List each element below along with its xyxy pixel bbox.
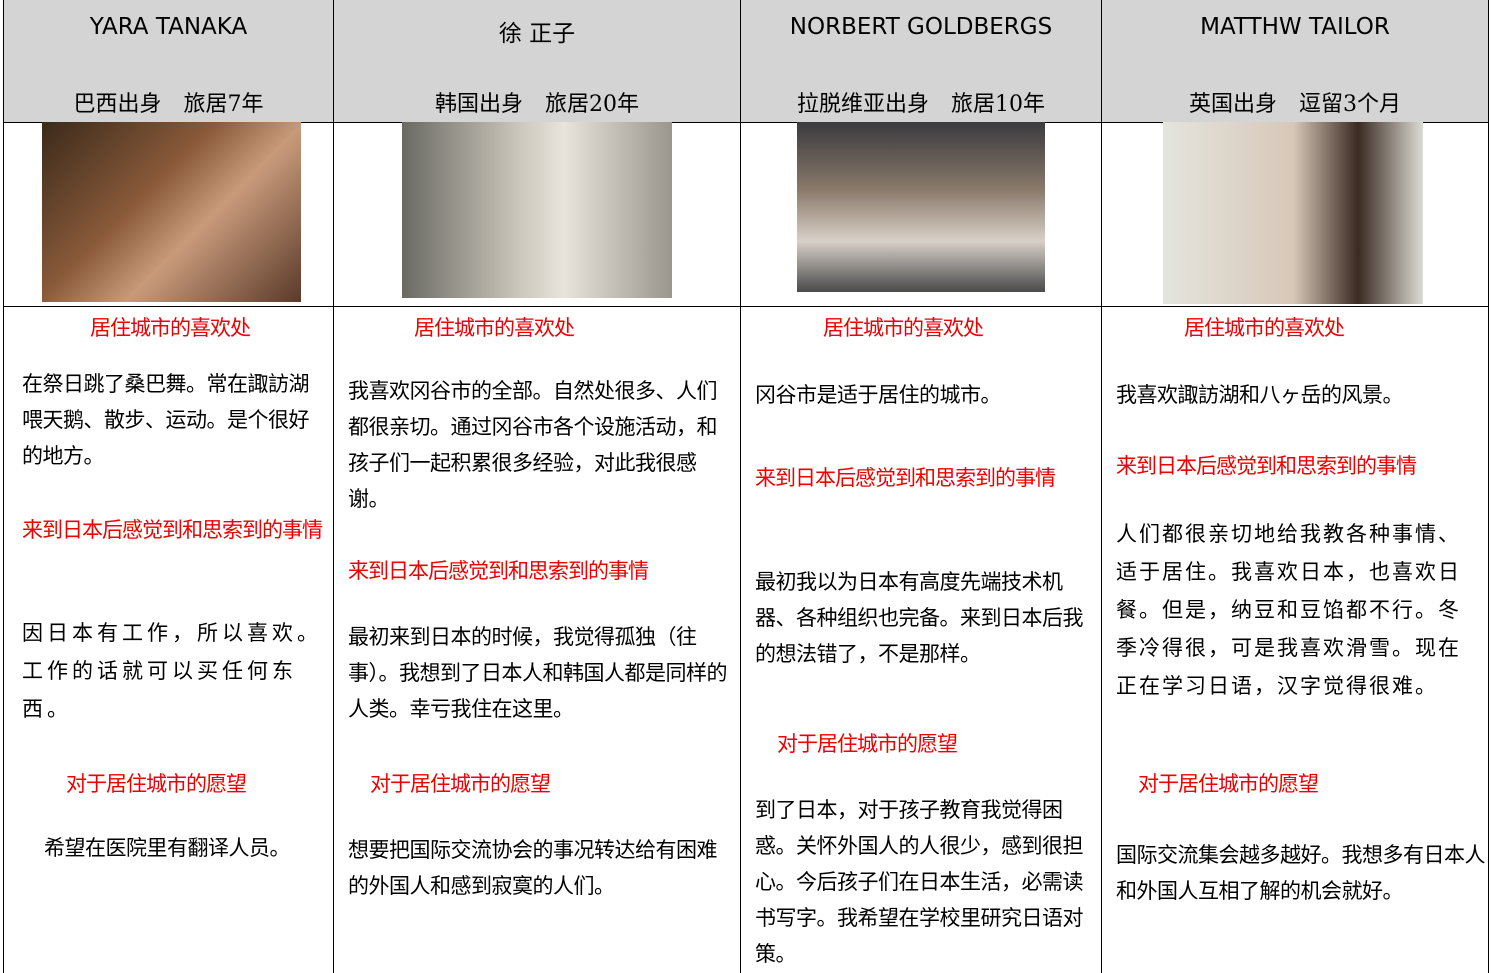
photo [402,122,672,298]
section-heading: 居住城市的喜欢处 [1184,316,1345,340]
column: MATTHW TAILOR 英国出身 逗留3个月 居住城市的喜欢处我喜欢諏訪湖和八… [1101,0,1489,973]
section-text: 我喜欢冈谷市的全部。自然处很多、人们都很亲切。通过冈谷市各个设施活动，和孩子们一… [348,379,718,511]
section-text: 想要把国际交流协会的事况转达给有困难的外国人和感到寂寞的人们。 [348,838,718,898]
section-heading: 居住城市的喜欢处 [90,316,251,340]
section-heading: 居住城市的喜欢处 [414,316,575,340]
section-heading: 对于居住城市的愿望 [370,772,551,796]
origin: 韩国出身 旅居20年 [435,92,639,117]
column: 徐 正子韩国出身 旅居20年 居住城市的喜欢处我喜欢冈谷市的全部。自然处很多、人… [333,0,740,973]
section-text: 到了日本，对于孩子教育我觉得困惑。关怀外国人的人很少，感到很担心。今后孩子们在日… [755,798,1084,966]
header-cell: NORBERT GOLDBERGS 拉脱维亚出身 旅居10年 [741,0,1101,123]
photo-cell [334,122,740,307]
section-heading: 来到日本后感觉到和思索到的事情 [755,466,1056,490]
section-text: 人们都很亲切地给我教各种事情、适于居住。我喜欢日本，也喜欢日餐。但是，纳豆和豆馅… [1116,522,1461,698]
section-heading: 对于居住城市的愿望 [66,772,247,796]
photo-cell [4,122,333,307]
column: YARA TANAKA 巴西出身 旅居7年 居住城市的喜欢处在祭日跳了桑巴舞。常在… [3,0,333,973]
photo-cell [741,122,1101,307]
section-heading: 对于居住城市的愿望 [777,732,958,756]
photo [797,122,1045,292]
section-heading: 居住城市的喜欢处 [823,316,984,340]
origin: 巴西出身 旅居7年 [73,92,264,117]
person-name: NORBERT GOLDBERGS [789,14,1053,40]
column: NORBERT GOLDBERGS 拉脱维亚出身 旅居10年 居住城市的喜欢处冈谷… [740,0,1101,973]
section-text: 最初我以为日本有高度先端技术机器、各种组织也完备。来到日本后我的想法错了，不是那… [755,570,1084,666]
section-heading: 来到日本后感觉到和思索到的事情 [348,559,649,583]
section-heading: 来到日本后感觉到和思索到的事情 [22,518,323,542]
photo [1163,122,1423,304]
section-text: 最初来到日本的时候，我觉得孤独（往事）。我想到了日本人和韩国人都是同样的人类。幸… [348,625,728,721]
header-cell: YARA TANAKA 巴西出身 旅居7年 [4,0,333,123]
person-name: 徐 正子 [498,21,576,47]
origin: 英国出身 逗留3个月 [1189,92,1401,117]
section-text: 冈谷市是适于居住的城市。 [755,383,1002,407]
photo-cell [1102,122,1488,307]
origin: 拉脱维亚出身 旅居10年 [797,92,1045,117]
section-text: 在祭日跳了桑巴舞。常在諏訪湖喂天鹅、散步、运动。是个很好的地方。 [22,372,310,468]
section-heading: 来到日本后感觉到和思索到的事情 [1116,454,1417,478]
section-heading: 对于居住城市的愿望 [1138,772,1319,796]
section-text: 我喜欢諏訪湖和八ヶ岳的风景。 [1116,383,1404,407]
section-text: 希望在医院里有翻译人员。 [44,836,291,860]
header-cell: 徐 正子韩国出身 旅居20年 [334,0,740,123]
person-name: YARA TANAKA [89,14,248,40]
section-text: 因日本有工作，所以喜欢。工作的话就可以买任何东西。 [22,621,322,721]
header-cell: MATTHW TAILOR 英国出身 逗留3个月 [1102,0,1488,123]
section-text: 国际交流集会越多越好。我想多有日本人和外国人互相了解的机会就好。 [1116,843,1486,903]
photo [42,122,301,302]
person-name: MATTHW TAILOR [1200,14,1390,40]
